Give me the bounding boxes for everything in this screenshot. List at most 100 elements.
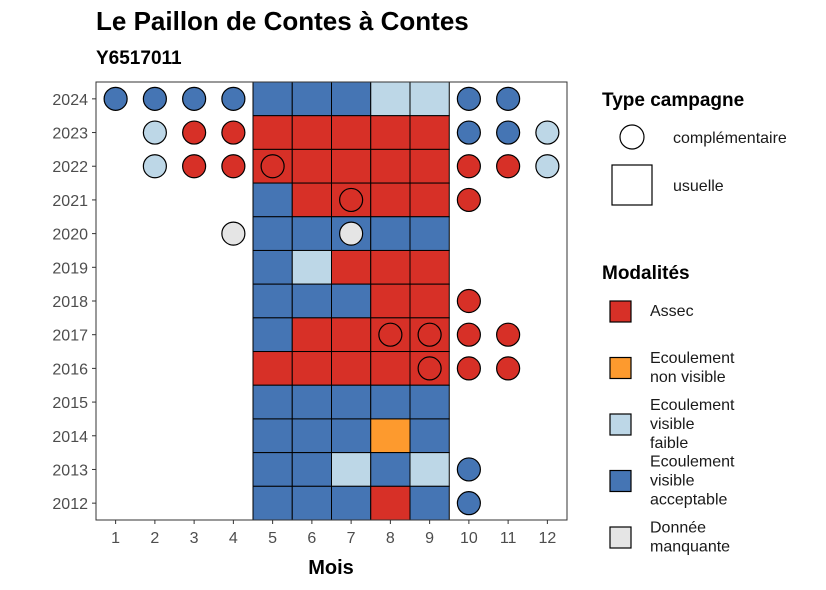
complementaire-point <box>221 154 246 179</box>
usuelle-cell <box>291 351 332 386</box>
complementaire-point <box>456 491 481 516</box>
usuelle-cell <box>331 485 372 521</box>
complementaire-points <box>103 86 560 516</box>
complementaire-point <box>535 154 560 179</box>
complementaire-point <box>456 322 481 347</box>
complementaire-point <box>182 154 207 179</box>
usuelle-cell <box>252 249 293 285</box>
legend-label-acceptable: Ecoulement visible acceptable <box>650 454 735 509</box>
legend-swatch-faible <box>609 413 632 436</box>
usuelle-cell <box>370 384 411 420</box>
y-tick-label: 2013 <box>52 462 88 479</box>
y-tick-label: 2020 <box>52 227 88 244</box>
complementaire-point <box>103 86 128 111</box>
legend-label-non_visible: Ecoulement non visible <box>650 350 735 386</box>
usuelle-cell <box>291 452 332 487</box>
legend-campagne: Type campagne complémentaire usuelle <box>602 90 787 206</box>
chart-subtitle: Y6517011 <box>96 48 182 69</box>
legend-label-faible: Ecoulement visible faible <box>650 397 735 452</box>
y-tick-label: 2024 <box>52 92 88 109</box>
usuelle-cell <box>331 351 372 386</box>
x-tick-label: 5 <box>268 530 277 547</box>
usuelle-cell <box>252 115 293 150</box>
usuelle-cell <box>409 81 450 117</box>
usuelle-cell <box>370 182 411 218</box>
complementaire-point <box>221 221 246 246</box>
usuelle-cell <box>252 351 293 386</box>
usuelle-cell <box>409 384 450 420</box>
usuelle-cell <box>331 148 372 184</box>
usuelle-cell <box>409 216 450 251</box>
complementaire-point <box>378 322 403 347</box>
x-tick-label: 8 <box>386 530 395 547</box>
complementaire-point <box>182 86 207 111</box>
legend-circle-symbol <box>619 124 645 150</box>
complementaire-point <box>456 86 481 111</box>
complementaire-point <box>456 187 481 213</box>
legend-swatch-non_visible <box>609 356 632 380</box>
complementaire-point <box>339 187 364 213</box>
usuelle-cell <box>370 485 411 521</box>
y-tick-label: 2019 <box>52 260 88 277</box>
y-axis: 2012 2013 2014 2015 2016 2017 2018 2019 2020 2021… <box>52 92 96 513</box>
usuelle-cell <box>409 115 450 150</box>
legend-usuelle-label: usuelle <box>673 178 724 195</box>
usuelle-cell <box>331 81 372 117</box>
usuelle-cell <box>370 452 411 487</box>
complementaire-point <box>496 356 521 381</box>
usuelle-cell <box>370 81 411 117</box>
usuelle-cell <box>291 317 332 353</box>
complementaire-point <box>142 120 167 145</box>
usuelle-cell <box>370 216 411 251</box>
usuelle-cell <box>291 182 332 218</box>
complementaire-point <box>496 120 521 145</box>
complementaire-point <box>496 86 521 111</box>
legend-swatch-manquante <box>609 526 632 549</box>
y-tick-label: 2022 <box>52 159 88 176</box>
usuelle-cell <box>252 283 293 319</box>
complementaire-point <box>221 86 246 111</box>
usuelle-cell <box>331 249 372 285</box>
usuelle-cell <box>291 249 332 285</box>
usuelle-cells <box>252 81 450 521</box>
usuelle-cell <box>291 216 332 251</box>
y-tick-label: 2014 <box>52 429 88 446</box>
usuelle-cell <box>409 148 450 184</box>
x-tick-label: 6 <box>307 530 316 547</box>
x-tick-label: 2 <box>150 530 159 547</box>
complementaire-point <box>182 120 207 145</box>
x-tick-label: 11 <box>500 530 517 547</box>
legend-complementaire-label: complémentaire <box>673 130 787 147</box>
y-tick-label: 2016 <box>52 361 88 378</box>
y-tick-label: 2023 <box>52 126 88 143</box>
usuelle-cell <box>252 452 293 487</box>
complementaire-point <box>496 322 521 347</box>
usuelle-cell <box>252 182 293 218</box>
complementaire-point <box>260 154 285 179</box>
usuelle-cell <box>291 81 332 117</box>
usuelle-cell <box>370 283 411 319</box>
usuelle-cell <box>409 452 450 487</box>
y-tick-label: 2015 <box>52 395 88 412</box>
complementaire-point <box>417 356 442 381</box>
usuelle-cell <box>252 384 293 420</box>
complementaire-point <box>456 288 481 314</box>
usuelle-cell <box>370 115 411 150</box>
x-axis: 1 2 3 4 5 6 7 8 9 10 11 12 <box>111 520 556 547</box>
x-tick-label: 3 <box>190 530 199 547</box>
usuelle-cell <box>331 283 372 319</box>
usuelle-cell <box>291 418 332 454</box>
x-tick-label: 1 <box>111 530 120 547</box>
usuelle-cell <box>409 182 450 218</box>
legend-swatch-assec <box>609 300 632 323</box>
usuelle-cell <box>370 249 411 285</box>
legend-label-assec: Assec <box>650 303 694 320</box>
usuelle-cell <box>252 216 293 251</box>
usuelle-cell <box>252 418 293 454</box>
x-tick-label: 4 <box>229 530 238 547</box>
legend-modalites-title: Modalités <box>602 263 690 284</box>
x-tick-label: 7 <box>347 530 356 547</box>
usuelle-cell <box>331 317 372 353</box>
y-tick-label: 2018 <box>52 294 88 311</box>
